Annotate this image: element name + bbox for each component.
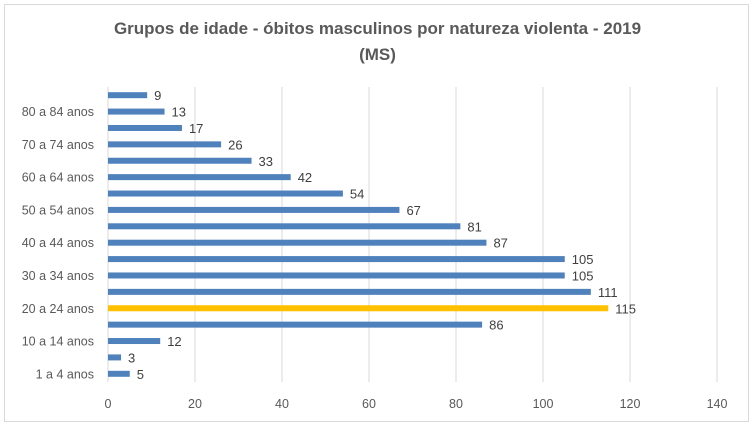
y-tick-label: 1 a 4 anos	[36, 367, 94, 381]
data-label: 3	[128, 350, 135, 365]
y-tick-label: 80 a 84 anos	[22, 105, 94, 119]
x-tick-label: 60	[362, 397, 376, 411]
bar	[108, 272, 565, 279]
x-tick-label: 120	[620, 397, 641, 411]
bar	[108, 305, 609, 312]
bar	[108, 338, 161, 345]
data-label: 81	[467, 219, 481, 234]
bar	[108, 256, 565, 263]
bar	[108, 124, 182, 131]
x-tick-label: 100	[533, 397, 554, 411]
bar	[108, 174, 291, 181]
data-label: 5	[137, 367, 144, 382]
data-label: 12	[167, 334, 181, 349]
x-tick-label: 20	[188, 397, 202, 411]
bar	[108, 223, 461, 230]
bar	[108, 141, 222, 148]
y-tick-label: 10 a 14 anos	[22, 335, 94, 349]
bar	[108, 239, 487, 246]
chart-title-line-2: (MS)	[359, 45, 396, 64]
y-tick-label: 50 a 54 anos	[22, 203, 94, 217]
data-label: 54	[350, 187, 364, 202]
data-label: 42	[298, 170, 312, 185]
data-label: 13	[172, 105, 186, 120]
data-label: 9	[154, 88, 161, 103]
data-label: 67	[406, 203, 420, 218]
bar	[108, 354, 122, 361]
data-label: 111	[598, 285, 618, 300]
data-label: 17	[189, 121, 203, 136]
y-tick-label: 30 a 34 anos	[22, 269, 94, 283]
chart-title-line-1: Grupos de idade - óbitos masculinos por …	[113, 19, 642, 38]
x-tick-label: 40	[275, 397, 289, 411]
y-tick-label: 70 a 74 anos	[22, 138, 94, 152]
bar	[108, 206, 400, 213]
data-label: 33	[259, 154, 273, 169]
x-tick-label: 140	[707, 397, 728, 411]
data-label: 26	[228, 137, 242, 152]
bar	[108, 190, 343, 197]
data-label: 115	[615, 301, 636, 316]
y-tick-label: 40 a 44 anos	[22, 236, 94, 250]
data-label: 86	[489, 318, 503, 333]
y-tick-label: 20 a 24 anos	[22, 302, 94, 316]
bar	[108, 157, 252, 164]
data-label: 105	[572, 268, 594, 283]
chart-title: Grupos de idade - óbitos masculinos por …	[0, 16, 755, 68]
data-label: 105	[572, 252, 594, 267]
bar	[108, 288, 591, 295]
chart-frame	[4, 4, 749, 422]
x-tick-label: 80	[449, 397, 463, 411]
bar	[108, 92, 148, 99]
bar	[108, 321, 483, 328]
y-tick-label: 60 a 64 anos	[22, 171, 94, 185]
data-label: 87	[493, 236, 507, 251]
x-tick-label: 0	[105, 397, 112, 411]
bar	[108, 370, 130, 377]
bar	[108, 108, 165, 115]
